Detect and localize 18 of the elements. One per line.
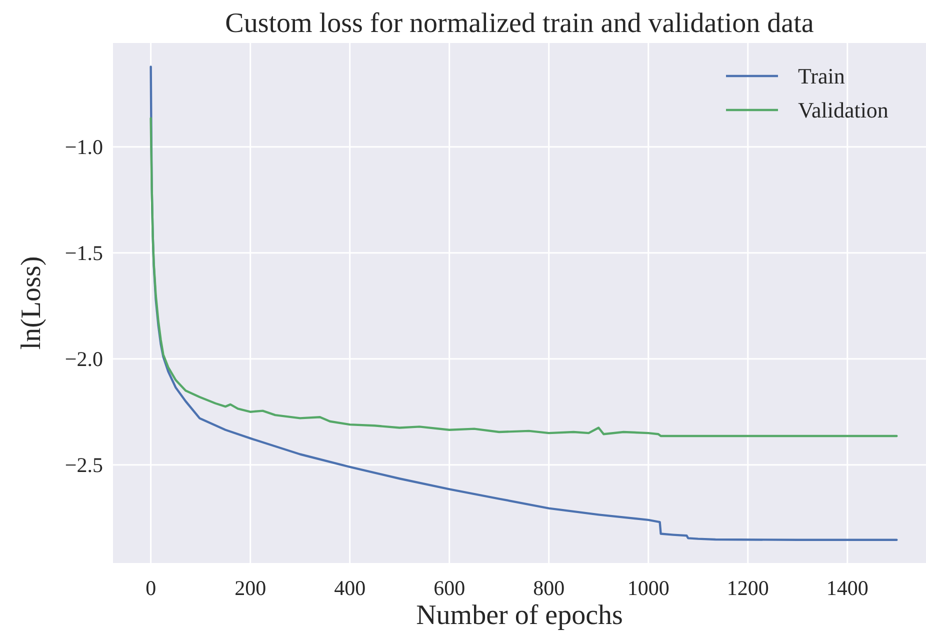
x-tick-label: 1400 — [826, 576, 868, 600]
y-tick-label: −2.0 — [64, 347, 103, 372]
x-tick-label: 800 — [533, 576, 565, 600]
y-tick-label: −1.0 — [64, 135, 103, 160]
x-tick-label: 1200 — [726, 576, 769, 600]
chart-title: Custom loss for normalized train and validation data — [225, 8, 814, 39]
x-tick-label: 600 — [434, 576, 466, 600]
x-axis-title: Number of epochs — [416, 600, 623, 631]
y-tick-label: −1.5 — [64, 241, 103, 266]
x-tick-label: 0 — [146, 576, 156, 600]
line-series — [150, 117, 898, 438]
legend-label: Train — [798, 64, 845, 89]
x-tick-label: 400 — [334, 576, 366, 600]
x-tick-label: 200 — [234, 576, 266, 600]
y-axis-title: ln(Loss) — [16, 256, 47, 350]
legend-label: Validation — [798, 98, 888, 123]
x-tick-label: 1000 — [627, 576, 670, 600]
y-tick-label: −2.5 — [64, 453, 103, 478]
